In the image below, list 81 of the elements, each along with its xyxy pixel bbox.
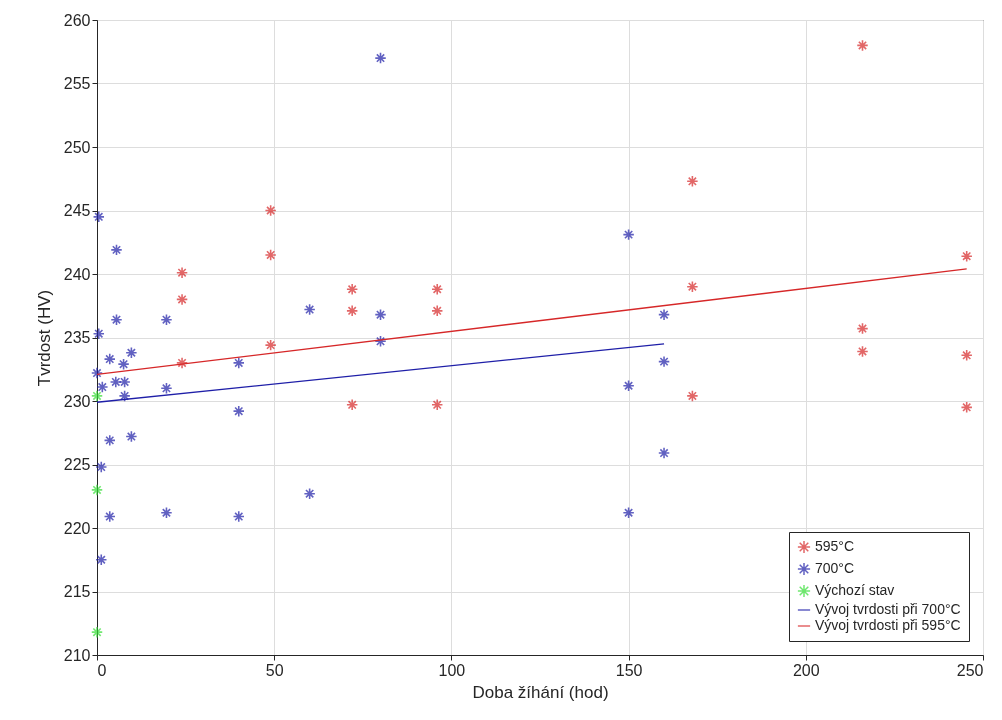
point	[118, 375, 131, 388]
legend-label: Vývoj tvrdosti při 595°C	[815, 617, 961, 633]
point	[960, 250, 973, 263]
x-tick-label: 0	[97, 661, 107, 679]
y-tick-label: 260	[63, 11, 91, 29]
point	[346, 398, 359, 411]
y-tick-label: 235	[63, 329, 91, 346]
y-axis-title: Tvrdost (HV)	[34, 289, 54, 387]
x-tick-label: 200	[792, 661, 820, 679]
point	[346, 304, 359, 317]
point	[856, 345, 869, 358]
point	[232, 405, 245, 418]
point	[125, 430, 138, 443]
point	[103, 353, 116, 366]
legend-label: 700°C	[815, 560, 855, 576]
point	[176, 293, 189, 306]
legend-label: Vývoj tvrdosti při 700°C	[815, 601, 961, 617]
x-tick-label: 100	[438, 661, 466, 679]
point	[431, 304, 444, 317]
point	[264, 248, 277, 261]
point	[658, 447, 671, 460]
point	[374, 335, 387, 348]
point	[92, 210, 105, 223]
y-tick-label: 240	[63, 265, 91, 283]
point	[264, 339, 277, 352]
point	[303, 487, 316, 500]
point	[90, 389, 104, 402]
point	[303, 303, 316, 316]
y-tick-label: 220	[63, 519, 91, 537]
point	[90, 626, 104, 639]
x-axis-title: Doba žíhání (hod)	[472, 682, 609, 702]
point	[960, 401, 973, 414]
point	[622, 506, 635, 519]
point	[856, 322, 869, 335]
point	[622, 228, 635, 241]
point	[431, 283, 444, 296]
point	[125, 346, 138, 359]
y-tick-label: 250	[63, 138, 91, 156]
point	[160, 313, 173, 326]
point	[160, 506, 173, 519]
point	[176, 356, 189, 369]
y-tick-label: 210	[63, 646, 91, 664]
point	[110, 313, 123, 326]
point	[264, 204, 277, 217]
legend-label: 595°C	[815, 538, 855, 554]
point	[160, 382, 173, 395]
legend-label: Výchozí stav	[815, 582, 895, 598]
y-tick-label: 215	[63, 583, 91, 600]
point	[374, 52, 387, 65]
point	[95, 553, 108, 566]
point	[118, 389, 131, 402]
point	[686, 389, 699, 402]
point	[658, 355, 671, 368]
y-tick-label: 230	[63, 392, 91, 410]
point	[117, 358, 130, 371]
x-tick-label: 50	[265, 661, 284, 679]
point	[95, 461, 108, 474]
point	[103, 434, 116, 447]
x-tick-label: 150	[615, 661, 643, 679]
y-tick-label: 245	[63, 202, 91, 219]
point	[346, 283, 359, 296]
point	[686, 175, 699, 188]
point	[686, 280, 699, 293]
point	[856, 39, 869, 52]
point	[92, 327, 105, 340]
y-tick-label: 255	[63, 75, 91, 92]
point	[232, 510, 245, 523]
point	[658, 308, 671, 321]
point	[103, 510, 116, 523]
point	[109, 375, 122, 388]
point	[90, 367, 104, 380]
point	[960, 349, 973, 362]
point	[622, 379, 635, 392]
x-tick-label: 250	[956, 661, 984, 679]
point	[431, 398, 444, 411]
point	[374, 308, 387, 321]
point	[176, 266, 189, 279]
y-tick-label: 225	[63, 456, 91, 473]
point	[90, 483, 104, 496]
point	[96, 380, 109, 394]
point	[110, 243, 123, 256]
